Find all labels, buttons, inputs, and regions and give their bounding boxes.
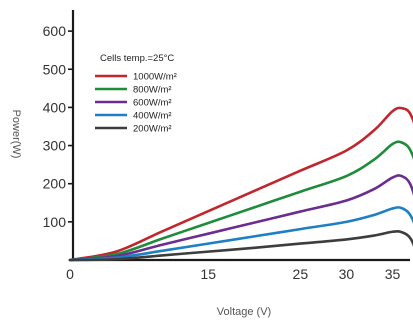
series-line — [68, 206, 413, 262]
y-tick-label: 400 — [43, 99, 67, 115]
x-tick-label: 30 — [339, 266, 355, 282]
series-line — [68, 140, 413, 262]
legend-label: 800W/m² — [133, 85, 172, 96]
y-axis-label: Power(W) — [10, 110, 22, 159]
x-tick-label: 15 — [200, 266, 216, 282]
x-axis-label: Voltage (V) — [217, 306, 271, 318]
legend-label: 400W/m² — [133, 111, 172, 122]
y-tick-label: 500 — [43, 61, 67, 77]
y-tick-label: 100 — [43, 214, 67, 230]
legend-label: 200W/m² — [133, 124, 172, 135]
legend-label: 1000W/m² — [133, 72, 177, 83]
x-tick-label: 25 — [293, 266, 309, 282]
legend: Cells temp.=25°C 1000W/m² 800W/m² 600W/m² 4… — [95, 53, 177, 135]
series-line — [68, 174, 413, 262]
y-tick-label: 600 — [43, 23, 67, 39]
legend-label: 600W/m² — [133, 98, 172, 109]
y-tick-label: 300 — [43, 138, 67, 154]
y-tick-label: 200 — [43, 176, 67, 192]
curves — [68, 106, 413, 262]
series-line — [68, 106, 413, 262]
tick-labels: 10020030040050060001525303540 — [43, 23, 401, 282]
series-line — [68, 229, 413, 262]
x-tick-label: 35 — [385, 266, 401, 282]
legend-title: Cells temp.=25°C — [100, 53, 174, 64]
axes — [71, 10, 410, 262]
x-tick-label: 0 — [66, 266, 74, 282]
